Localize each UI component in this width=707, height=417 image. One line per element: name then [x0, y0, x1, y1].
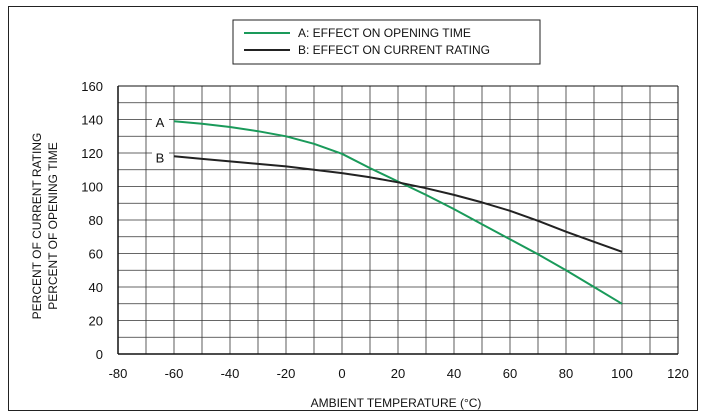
y-tick-label: 0: [96, 347, 103, 362]
legend-label-b: B: EFFECT ON CURRENT RATING: [298, 43, 490, 57]
legend-label-a: A: EFFECT ON OPENING TIME: [298, 26, 471, 40]
y-axis-label-line2: PERCENT OF OPENING TIME: [46, 142, 60, 310]
y-tick-label: 100: [81, 180, 103, 195]
series-label-a: A: [156, 115, 165, 130]
x-tick-label: 20: [391, 366, 405, 381]
x-tick-label: 100: [611, 366, 633, 381]
y-tick-label: 60: [89, 247, 103, 262]
series-lines: [173, 120, 623, 305]
legend: A: EFFECT ON OPENING TIME B: EFFECT ON C…: [232, 19, 541, 65]
x-tick-label: -80: [109, 366, 128, 381]
tick-labels: -80 -60 -40 -20 0 20 40 60 80 100 120 0 20 40 60 80 100 1…: [81, 79, 689, 381]
y-tick-label: 160: [81, 79, 103, 94]
series-line-b: [173, 155, 623, 253]
x-tick-label: 60: [503, 366, 517, 381]
legend-box: [232, 19, 541, 65]
x-axis-label: AMBIENT TEMPERATURE (°C): [311, 396, 482, 410]
x-tick-label: 80: [559, 366, 573, 381]
x-tick-label: 0: [338, 366, 345, 381]
y-tick-label: 20: [89, 314, 103, 329]
chart-frame: [8, 6, 698, 411]
x-tick-label: -60: [165, 366, 184, 381]
y-axis-label-line1: PERCENT OF CURRENT RATING: [30, 133, 44, 320]
series-label-b: B: [156, 150, 165, 165]
series-labels: AB: [152, 113, 169, 165]
x-tick-label: -40: [221, 366, 240, 381]
series-label-bg: [152, 148, 169, 165]
series-label-bg: [152, 113, 169, 130]
grid: [117, 85, 679, 355]
y-tick-label: 120: [81, 146, 103, 161]
x-tick-label: 120: [667, 366, 689, 381]
y-tick-label: 140: [81, 113, 103, 128]
y-tick-label: 80: [89, 213, 103, 228]
x-tick-label: -20: [277, 366, 296, 381]
x-tick-label: 40: [447, 366, 461, 381]
y-tick-label: 40: [89, 280, 103, 295]
